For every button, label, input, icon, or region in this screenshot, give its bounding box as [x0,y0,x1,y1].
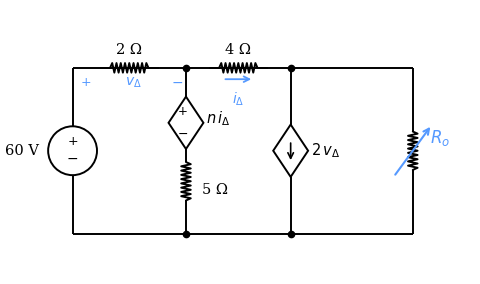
Text: 5 Ω: 5 Ω [201,183,227,197]
Text: +: + [80,76,91,89]
Text: −: − [177,128,187,141]
Text: +: + [177,105,187,118]
Text: −: − [171,76,183,90]
Text: 4 Ω: 4 Ω [225,43,251,57]
Text: $n\,i_\Delta$: $n\,i_\Delta$ [205,109,230,128]
Text: $v_\Delta$: $v_\Delta$ [125,76,142,90]
Text: $R_o$: $R_o$ [429,128,449,148]
Text: $i_\Delta$: $i_\Delta$ [232,91,244,108]
Text: 60 V: 60 V [5,144,39,158]
Text: −: − [67,152,78,166]
Text: 2 Ω: 2 Ω [116,43,142,57]
Text: +: + [67,135,78,149]
Text: $2\,v_\Delta$: $2\,v_\Delta$ [310,141,339,160]
